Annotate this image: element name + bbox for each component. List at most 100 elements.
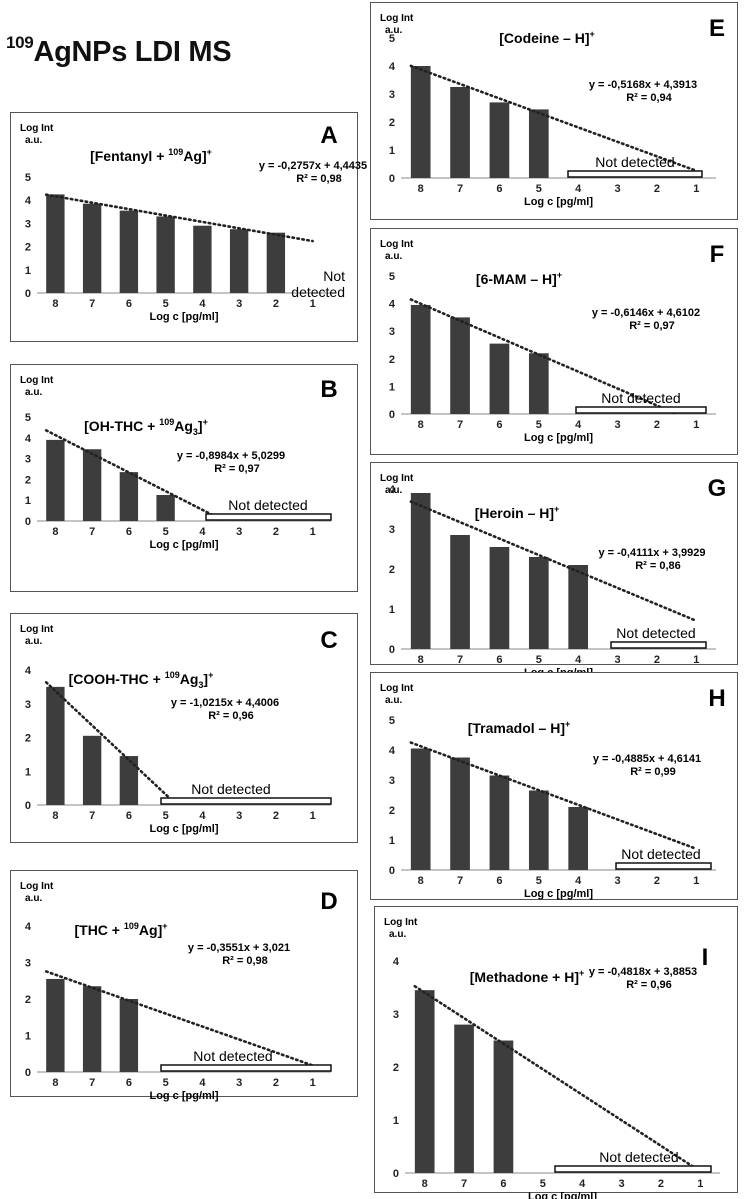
panel-letter: A	[320, 122, 337, 149]
x-tick-label: 8	[52, 1077, 58, 1089]
r-squared: R² = 0,97	[629, 320, 675, 332]
chart-panel-c: Log Int a.u. C [COOH-THC + 109Ag3]+ 0 1 2 3 4 8 7 6…	[10, 613, 358, 843]
y-tick-label: 5	[389, 271, 395, 283]
compound-title: [6-MAM – H]+	[476, 270, 562, 287]
x-tick-label: 1	[693, 654, 699, 666]
trendline	[409, 64, 698, 173]
compound-title: [Fentanyl + 109Ag]+	[90, 147, 212, 164]
y-axis-unit: a.u.	[385, 485, 402, 496]
x-tick-label: 2	[273, 298, 279, 310]
not-detected-label-line2: detected	[291, 284, 345, 300]
x-tick-label: 5	[536, 654, 542, 666]
bar-7	[82, 986, 102, 1072]
y-axis-label: Log Int	[380, 239, 414, 250]
bar-7	[450, 757, 470, 870]
not-detected-box	[575, 406, 707, 414]
chart-panel-d: Log Int a.u. D [THC + 109Ag]+ 0 1 2 3 4 8 7 6 5 4 3 2 1 L…	[10, 870, 358, 1102]
panel-letter: H	[708, 685, 725, 712]
x-tick-label: 2	[654, 419, 660, 431]
not-detected-label: Not detected	[601, 390, 680, 406]
x-tick-label: 7	[461, 1178, 467, 1190]
chart-panel-b: Log Int a.u. B [OH-THC + 109Ag3]+ 0 1 2 3 4 5 8 7 6 5…	[10, 364, 358, 592]
x-tick-label: 2	[273, 1077, 279, 1089]
r-squared: R² = 0,99	[630, 766, 676, 778]
bar-8	[46, 194, 65, 293]
chart-panel-h: Log Int a.u. H [Tramadol – H]+ 0 1 2 3 4 5 8 7 6 5 4 3 2…	[370, 672, 738, 900]
x-axis-label: Log c [pg/ml]	[149, 823, 218, 835]
compound-pre: [OH-THC +	[84, 418, 159, 434]
trendline-equation: y = -0,5168x + 4,3913	[589, 79, 697, 91]
x-tick-label: 8	[52, 298, 58, 310]
r-squared: R² = 0,97	[214, 463, 260, 475]
bar-6	[489, 547, 510, 649]
y-tick-label: 3	[389, 524, 395, 536]
compound-title: [THC + 109Ag]+	[74, 921, 167, 938]
compound-charge: +	[207, 147, 212, 157]
y-tick-label: 5	[389, 33, 395, 45]
y-tick-label: 1	[389, 381, 395, 393]
y-tick-label: 0	[25, 288, 31, 300]
y-tick-label: 4	[389, 299, 396, 311]
bar-6	[493, 1040, 514, 1173]
trendline-equation: y = -0,4818x + 3,8853	[589, 966, 697, 978]
trendline	[44, 429, 226, 523]
x-tick-label: 4	[199, 1077, 206, 1089]
y-tick-label: 0	[25, 1067, 31, 1079]
x-tick-label: 2	[273, 526, 279, 538]
compound-charge: +	[565, 719, 570, 729]
chart-panel-e: Log Int a.u. E [Codeine – H]+ 0 1 2 3 4 5 8 7 6 5 4 3 2 1…	[370, 2, 738, 220]
title-isotope-superscript: 109	[6, 33, 34, 52]
x-tick-label: 5	[163, 810, 169, 822]
bar-5	[156, 495, 175, 521]
y-axis-unit: a.u.	[25, 893, 42, 904]
not-detected-label: Not detected	[228, 497, 307, 513]
bar-5	[528, 790, 549, 870]
x-tick-label: 8	[422, 1178, 428, 1190]
y-tick-label: 1	[25, 1031, 31, 1043]
x-tick-label: 6	[500, 1178, 506, 1190]
x-tick-label: 5	[536, 875, 542, 887]
bar-7	[450, 317, 470, 414]
x-tick-label: 2	[654, 654, 660, 666]
x-tick-label: 7	[457, 875, 463, 887]
x-tick-label: 1	[697, 1178, 703, 1190]
x-tick-label: 7	[89, 298, 95, 310]
bar-4	[193, 225, 212, 293]
y-tick-label: 4	[25, 195, 32, 207]
compound-pre: [Fentanyl +	[90, 148, 168, 164]
x-tick-label: 5	[163, 526, 169, 538]
x-tick-label: 2	[273, 810, 279, 822]
y-tick-label: 0	[389, 644, 395, 656]
y-tick-label: 2	[393, 1062, 399, 1074]
trendline-equation: y = -0,3551x + 3,021	[188, 942, 290, 954]
bar-8	[410, 304, 431, 414]
not-detected-box	[205, 513, 332, 521]
y-axis-label: Log Int	[380, 683, 414, 694]
x-tick-label: 1	[310, 298, 316, 310]
panel-letter: I	[702, 944, 709, 971]
trendline-equation: y = -0,8984x + 5,0299	[177, 450, 285, 462]
x-tick-label: 2	[654, 875, 660, 887]
x-tick-label: 8	[52, 526, 58, 538]
y-tick-label: 3	[389, 326, 395, 338]
trendline	[44, 681, 179, 807]
bar-7	[454, 1024, 474, 1173]
x-tick-label: 1	[310, 526, 316, 538]
compound-sub: 3	[198, 680, 203, 690]
x-tick-label: 4	[575, 419, 582, 431]
bar-3	[229, 229, 249, 293]
y-tick-label: 2	[25, 994, 31, 1006]
bar-4	[568, 565, 589, 649]
compound-charge: +	[203, 417, 208, 427]
y-tick-label: 3	[25, 699, 31, 711]
x-tick-label: 2	[658, 1178, 664, 1190]
trendline	[44, 193, 314, 243]
x-tick-label: 5	[163, 1077, 169, 1089]
r-squared: R² = 0,96	[626, 979, 672, 991]
x-tick-label: 4	[579, 1178, 586, 1190]
not-detected-label-line1: Not	[323, 268, 345, 284]
